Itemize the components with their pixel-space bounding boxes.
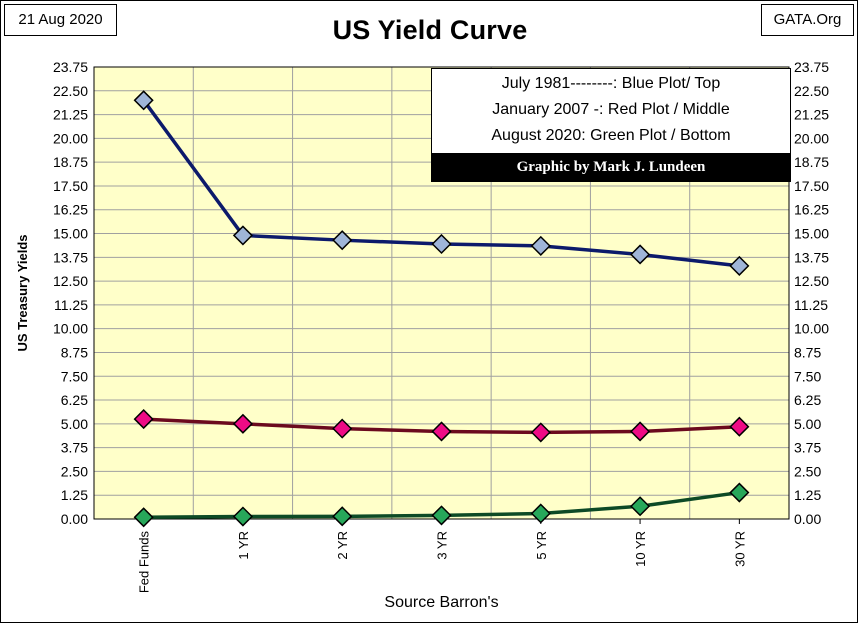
y-tick-label-left: 15.00 [53, 226, 88, 242]
x-tick-label: 10 YR [633, 531, 648, 567]
chart-title: US Yield Curve [332, 15, 528, 45]
y-tick-label-right: 13.75 [794, 249, 829, 265]
data-point-blue [133, 90, 154, 111]
date-label: 21 Aug 2020 [4, 4, 117, 36]
y-tick-label-left: 8.75 [61, 344, 88, 360]
y-tick-label-right: 10.00 [794, 321, 829, 337]
y-tick-label-right: 8.75 [794, 344, 821, 360]
y-tick-label-left: 6.25 [61, 392, 88, 408]
x-axis-title: Source Barron's [384, 594, 498, 611]
data-point-green [332, 506, 353, 527]
x-tick-label: 5 YR [534, 531, 549, 560]
y-tick-label-right: 21.25 [794, 107, 829, 123]
y-tick-label-left: 13.75 [53, 249, 88, 265]
data-point-blue [232, 225, 253, 246]
x-tick-label: 3 YR [435, 531, 450, 560]
data-point-blue [332, 230, 353, 251]
legend-entry-red: January 2007 -: Red Plot / Middle [492, 101, 730, 118]
y-tick-label-right: 2.50 [794, 463, 821, 479]
data-point-red [630, 421, 651, 442]
y-tick-label-right: 1.25 [794, 487, 821, 503]
data-point-red [431, 421, 452, 442]
y-tick-label-right: 7.50 [794, 368, 821, 384]
data-point-green [431, 505, 452, 526]
x-tick-label: 30 YR [732, 531, 747, 567]
y-tick-label-left: 2.50 [61, 463, 88, 479]
y-tick-label-left: 20.00 [53, 130, 88, 146]
legend-entry-blue: July 1981--------: Blue Plot/ Top [501, 75, 721, 92]
y-tick-label-right: 23.75 [794, 59, 829, 75]
y-tick-label-left: 0.00 [61, 511, 88, 527]
data-point-red [133, 409, 154, 430]
x-tick-label: 2 YR [335, 531, 350, 560]
y-tick-label-right: 18.75 [794, 154, 829, 170]
y-tick-label-left: 18.75 [53, 154, 88, 170]
data-point-blue [729, 255, 750, 276]
x-tick-label: Fed Funds [137, 531, 152, 594]
y-tick-label-right: 11.25 [794, 297, 828, 313]
y-tick-label-left: 11.25 [54, 297, 88, 313]
data-point-red [729, 416, 750, 437]
data-point-blue [630, 244, 651, 265]
data-point-red [232, 413, 253, 434]
y-tick-label-left: 7.50 [61, 368, 88, 384]
y-tick-label-right: 17.50 [794, 178, 829, 194]
data-point-green [530, 503, 551, 524]
y-tick-label-left: 12.50 [53, 273, 88, 289]
y-tick-label-left: 17.50 [53, 178, 88, 194]
y-tick-label-left: 3.75 [61, 440, 88, 456]
y-tick-label-left: 23.75 [53, 59, 88, 75]
data-point-green [729, 482, 750, 503]
data-point-blue [530, 235, 551, 256]
data-point-blue [431, 233, 452, 255]
x-tick-label: 1 YR [236, 531, 251, 560]
y-tick-label-left: 5.00 [61, 416, 88, 432]
y-axis-title: US Treasury Yields [15, 234, 30, 351]
y-tick-label-right: 5.00 [794, 416, 821, 432]
legend-lines: July 1981--------: Blue Plot/ Top Januar… [432, 69, 790, 149]
legend-entry-green: August 2020: Green Plot / Bottom [491, 127, 731, 144]
legend-box: July 1981--------: Blue Plot/ Top Januar… [431, 68, 791, 182]
credit-bar: Graphic by Mark J. Lundeen [432, 153, 790, 181]
y-tick-label-right: 12.50 [794, 273, 829, 289]
y-tick-label-left: 16.25 [53, 202, 88, 218]
y-tick-label-left: 10.00 [53, 321, 88, 337]
y-tick-label-right: 22.50 [794, 83, 829, 99]
data-point-red [332, 418, 353, 439]
source-label: GATA.Org [761, 4, 854, 36]
data-point-green [232, 506, 253, 527]
y-tick-label-left: 22.50 [53, 83, 88, 99]
y-tick-label-left: 21.25 [53, 107, 88, 123]
y-tick-label-right: 20.00 [794, 130, 829, 146]
y-tick-label-left: 1.25 [61, 487, 88, 503]
data-point-red [530, 422, 551, 443]
y-tick-label-right: 6.25 [794, 392, 821, 408]
data-point-green [630, 496, 651, 517]
y-tick-label-right: 16.25 [794, 202, 829, 218]
y-tick-label-right: 3.75 [794, 440, 821, 456]
y-tick-label-right: 0.00 [794, 511, 821, 527]
data-point-green [133, 507, 154, 528]
y-tick-label-right: 15.00 [794, 226, 829, 242]
